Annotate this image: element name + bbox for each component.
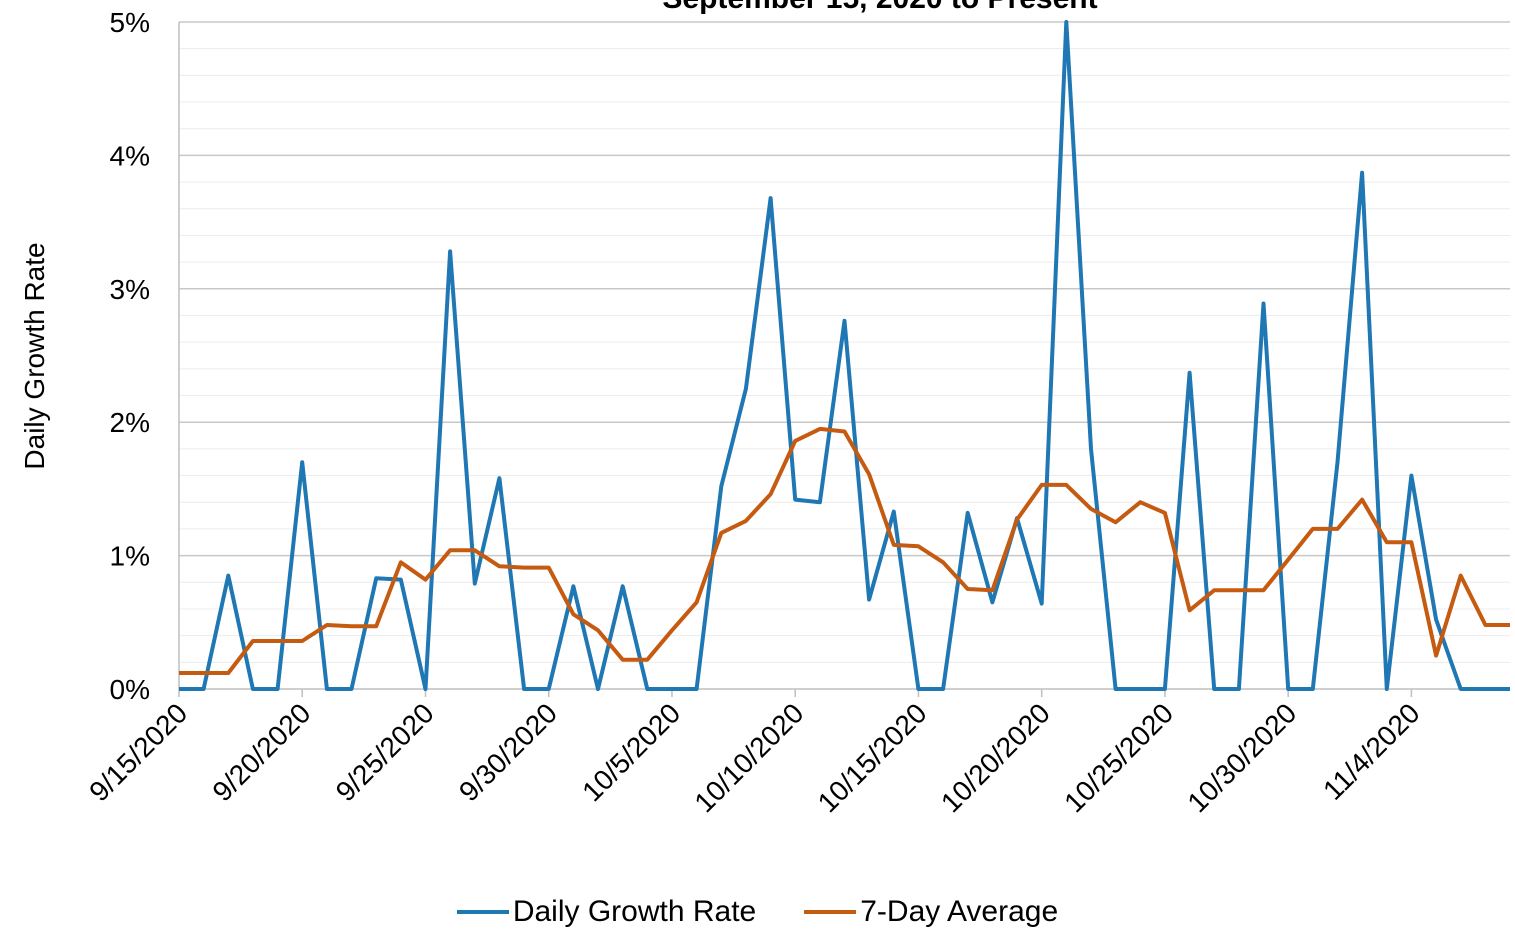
chart-title: September 15, 2020 to Present <box>662 0 1097 15</box>
y-tick-label: 2% <box>110 407 150 438</box>
legend-item-daily: Daily Growth Rate <box>456 895 757 929</box>
x-tick-label: 10/15/2020 <box>812 697 933 818</box>
y-tick-label: 5% <box>110 7 150 38</box>
y-tick-label: 0% <box>110 674 150 705</box>
axes <box>178 22 1510 690</box>
legend-item-average: 7-Day Average <box>804 895 1058 929</box>
legend-swatch-average <box>804 910 857 914</box>
legend-label-average: 7-Day Average <box>860 895 1059 928</box>
y-axis-label: Daily Growth Rate <box>19 242 50 469</box>
x-tick-label: 9/15/2020 <box>83 697 193 807</box>
legend-swatch-daily <box>456 910 509 914</box>
y-tick-label: 4% <box>110 140 150 171</box>
x-tick-label: 9/20/2020 <box>206 697 316 807</box>
x-tick-label: 9/30/2020 <box>453 697 563 807</box>
x-tick-label: 11/4/2020 <box>1317 697 1426 806</box>
y-axis-ticks: 0% 1% 2% 3% 4% 5% <box>110 7 150 705</box>
x-tick-label: 10/30/2020 <box>1181 697 1302 818</box>
legend-label-daily: Daily Growth Rate <box>512 895 757 928</box>
series-line-daily-growth-rate <box>179 20 1510 691</box>
x-tick-label: 10/25/2020 <box>1058 697 1179 818</box>
x-tick-label: 10/5/2020 <box>576 697 686 807</box>
y-tick-label: 3% <box>110 274 150 305</box>
x-axis-ticks: 9/15/2020 9/20/2020 9/25/2020 9/30/2020 10/5… <box>83 689 1426 818</box>
x-tick-label: 10/10/2020 <box>688 697 809 818</box>
x-tick-label: 9/25/2020 <box>330 697 440 807</box>
series-lines <box>179 20 1510 691</box>
series-line-7-day-average <box>179 426 1510 675</box>
legend: Daily Growth Rate 7-Day Average <box>0 895 1515 929</box>
y-tick-label: 1% <box>110 541 150 572</box>
x-tick-label: 10/20/2020 <box>935 697 1056 818</box>
